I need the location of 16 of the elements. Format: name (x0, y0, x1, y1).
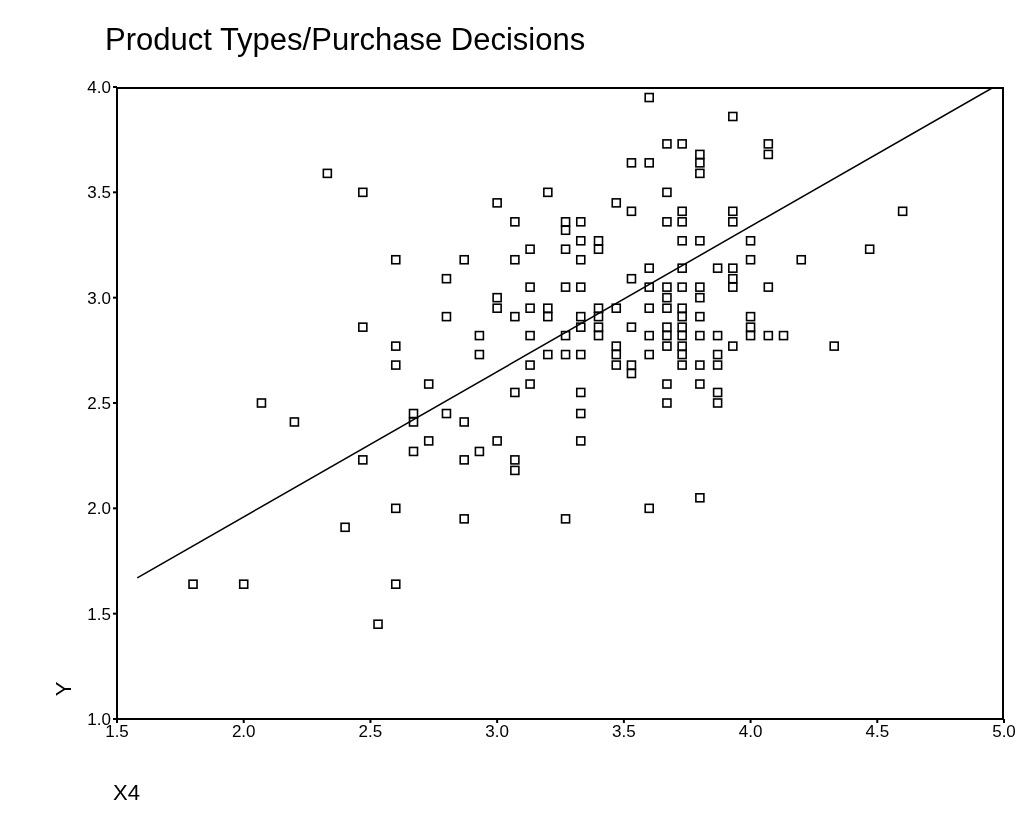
x-tick-label: 2.0 (231, 722, 256, 742)
x-tick-label: 3.0 (485, 722, 509, 742)
y-tick-label: 3.0 (87, 288, 111, 308)
chart-title: Product Types/Purchase Decisions (105, 22, 586, 58)
x-tick-label: 2.5 (358, 722, 383, 742)
x-tick-label: 4.0 (738, 722, 763, 742)
y-tick-label: 3.5 (87, 183, 111, 203)
y-axis-title: Y (51, 681, 78, 697)
x-axis-title: X4 (113, 780, 140, 806)
x-tick-label: 3.5 (612, 722, 636, 742)
y-tick-label: 2.5 (87, 394, 111, 414)
x-tick-label: 5.0 (992, 722, 1016, 742)
y-tick-label: 1.5 (87, 604, 111, 624)
y-tick-label: 4.0 (87, 78, 111, 98)
x-tick-label: 4.5 (865, 722, 890, 742)
y-tick-label: 2.0 (87, 499, 111, 519)
